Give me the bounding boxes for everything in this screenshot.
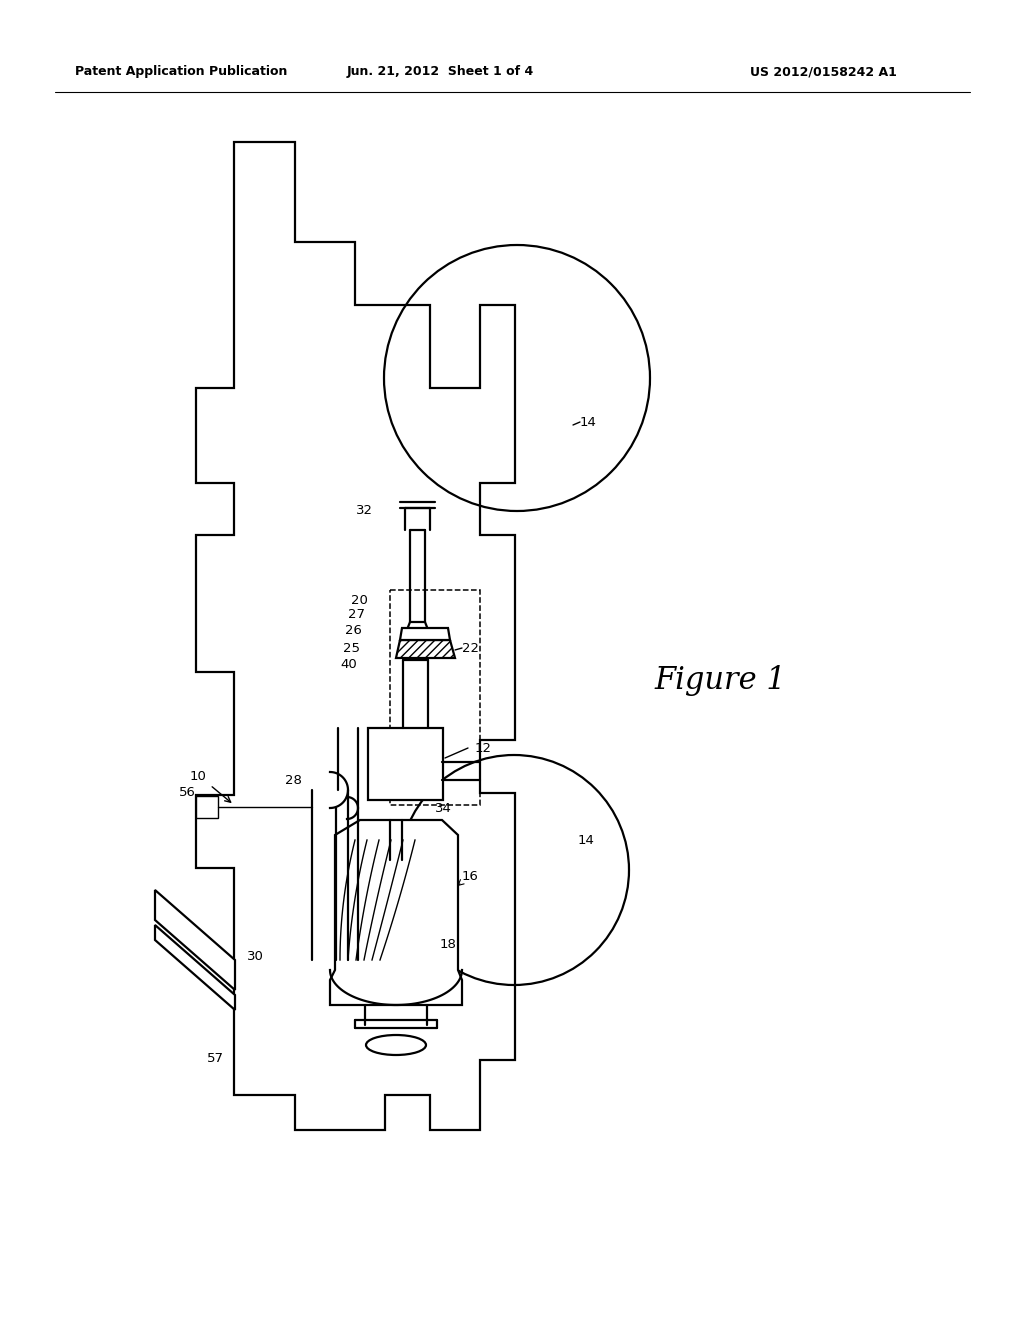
Text: 30: 30 [247, 949, 264, 962]
Text: 25: 25 [343, 642, 360, 655]
Text: 16: 16 [462, 870, 479, 883]
Text: US 2012/0158242 A1: US 2012/0158242 A1 [750, 66, 897, 78]
Text: 20: 20 [351, 594, 368, 606]
Bar [390, 590, 480, 805]
Text: Jun. 21, 2012  Sheet 1 of 4: Jun. 21, 2012 Sheet 1 of 4 [346, 66, 534, 78]
Polygon shape [196, 143, 515, 1130]
Text: 56: 56 [179, 787, 196, 800]
Polygon shape [403, 622, 432, 640]
Text: 57: 57 [207, 1052, 223, 1064]
Text: Patent Application Publication: Patent Application Publication [75, 66, 288, 78]
Polygon shape [396, 640, 455, 657]
Text: 18: 18 [440, 939, 457, 952]
Text: 12: 12 [475, 742, 492, 755]
Text: 10: 10 [189, 770, 207, 783]
Text: 14: 14 [578, 833, 595, 846]
Polygon shape [330, 820, 462, 1005]
Text: 22: 22 [462, 642, 479, 655]
Polygon shape [400, 628, 450, 640]
Bar [196, 796, 218, 818]
Polygon shape [155, 890, 234, 990]
Text: 26: 26 [345, 623, 362, 636]
Bar [368, 729, 443, 800]
Text: 27: 27 [348, 609, 365, 622]
Text: 14: 14 [580, 416, 597, 429]
Text: 40: 40 [340, 659, 357, 672]
Polygon shape [155, 925, 234, 1010]
Text: 32: 32 [356, 503, 373, 516]
Text: 34: 34 [435, 801, 452, 814]
Text: 28: 28 [285, 774, 302, 787]
Text: Figure 1: Figure 1 [654, 664, 785, 696]
